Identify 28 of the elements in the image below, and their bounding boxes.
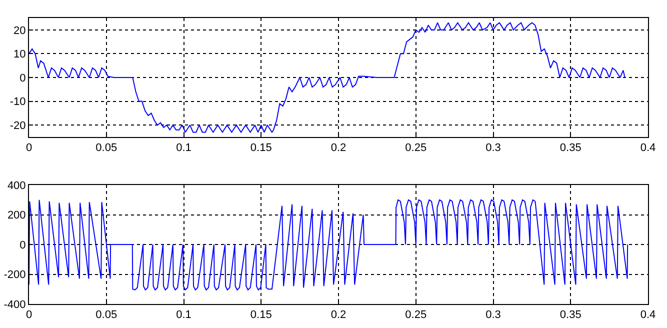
x-tick-label: 0.4 bbox=[640, 309, 656, 322]
x-tick-label: 0.2 bbox=[330, 142, 346, 154]
x-tick-label: 0.15 bbox=[250, 309, 272, 322]
x-tick-label: 0.3 bbox=[486, 309, 501, 322]
x-tick-label: 0.25 bbox=[405, 142, 427, 154]
x-tick-label: 0.1 bbox=[176, 142, 192, 154]
y-tick-label: -20 bbox=[10, 120, 26, 132]
x-tick-label: 0.05 bbox=[96, 142, 118, 154]
x-tick-label: 0.05 bbox=[96, 309, 118, 322]
x-tick-label: 0.1 bbox=[176, 309, 192, 322]
x-tick-label: 0.15 bbox=[250, 142, 272, 154]
x-tick-label: 0.35 bbox=[560, 309, 582, 322]
x-tick-label: 0.25 bbox=[405, 309, 427, 322]
y-tick-label: -400 bbox=[4, 298, 26, 311]
y-tick-label: 0 bbox=[20, 72, 26, 84]
y-tick-label: 10 bbox=[14, 48, 26, 61]
x-tick-label: 0.35 bbox=[560, 142, 582, 154]
y-tick-label: 400 bbox=[7, 180, 26, 192]
x-tick-label: 0.4 bbox=[640, 142, 656, 154]
y-tick-label: -200 bbox=[4, 269, 26, 282]
y-tick-label: 0 bbox=[20, 239, 26, 252]
line-series bbox=[29, 199, 628, 290]
y-tick-label: 200 bbox=[7, 210, 26, 222]
y-tick-label: -10 bbox=[10, 96, 26, 108]
y-tick-label: 20 bbox=[14, 24, 26, 37]
x-tick-label: 0.3 bbox=[486, 142, 501, 154]
x-tick-label: 0.2 bbox=[330, 309, 346, 322]
line-series bbox=[29, 22, 626, 133]
